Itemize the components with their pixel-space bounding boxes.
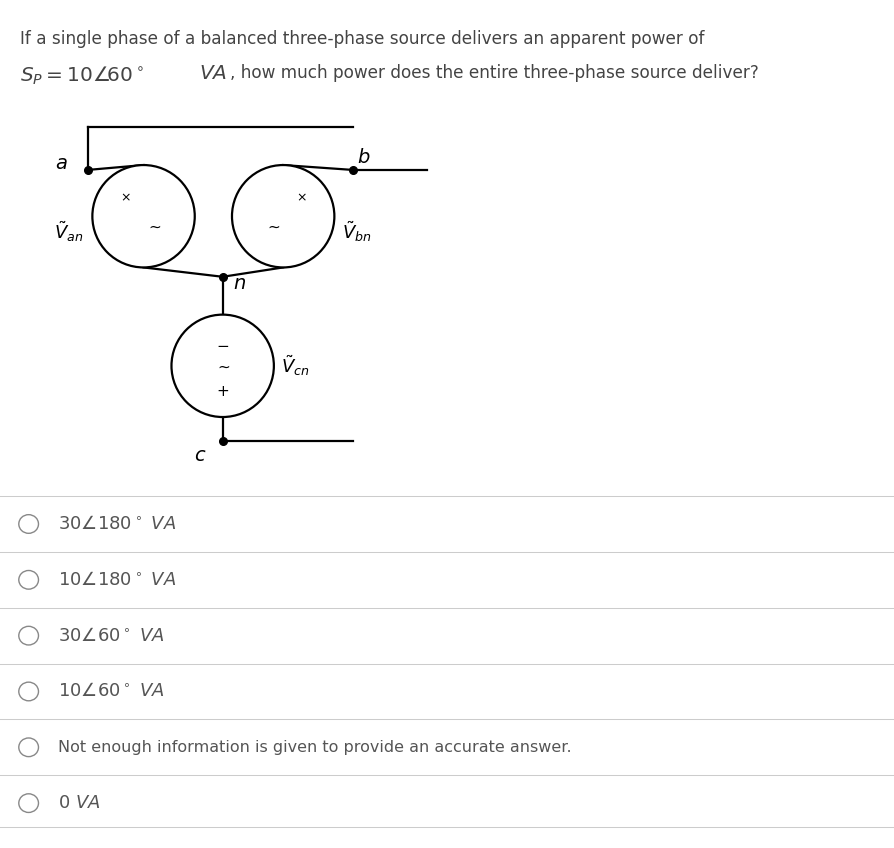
- Text: $\sim$: $\sim$: [265, 219, 281, 234]
- Text: $10\angle 60^\circ\ \mathit{VA}$: $10\angle 60^\circ\ \mathit{VA}$: [58, 683, 164, 700]
- Text: $\tilde{V}_{cn}$: $\tilde{V}_{cn}$: [281, 354, 309, 378]
- Text: $n$: $n$: [233, 274, 246, 293]
- Text: $30\angle 60^\circ\ \mathit{VA}$: $30\angle 60^\circ\ \mathit{VA}$: [58, 627, 164, 644]
- Text: $S_P = 10\angle\!60^\circ$: $S_P = 10\angle\!60^\circ$: [20, 64, 144, 86]
- Text: If a single phase of a balanced three-phase source delivers an apparent power of: If a single phase of a balanced three-ph…: [20, 30, 704, 47]
- Text: $\sim$: $\sim$: [146, 219, 162, 234]
- Circle shape: [19, 515, 38, 533]
- Text: , how much power does the entire three-phase source deliver?: , how much power does the entire three-p…: [230, 64, 758, 82]
- Circle shape: [19, 682, 38, 700]
- Text: $-$: $-$: [215, 337, 229, 352]
- Text: $+$: $+$: [215, 384, 229, 399]
- Text: $\sim$: $\sim$: [215, 359, 231, 373]
- Circle shape: [19, 627, 38, 645]
- Text: $a$: $a$: [55, 153, 68, 173]
- Ellipse shape: [232, 165, 334, 267]
- Circle shape: [19, 794, 38, 812]
- Text: $\tilde{V}_{bn}$: $\tilde{V}_{bn}$: [342, 220, 371, 244]
- Circle shape: [19, 571, 38, 589]
- Text: $\tilde{V}_{an}$: $\tilde{V}_{an}$: [54, 220, 83, 244]
- Text: $c$: $c$: [194, 446, 207, 466]
- Text: $\times$: $\times$: [295, 192, 306, 205]
- Text: $0\ \mathit{VA}$: $0\ \mathit{VA}$: [58, 794, 101, 812]
- Ellipse shape: [172, 315, 274, 417]
- Text: $b$: $b$: [357, 148, 370, 167]
- Ellipse shape: [92, 165, 195, 267]
- Text: Not enough information is given to provide an accurate answer.: Not enough information is given to provi…: [58, 739, 571, 755]
- Text: $\mathit{VA}$: $\mathit{VA}$: [198, 64, 226, 83]
- Text: $\times$: $\times$: [120, 192, 131, 205]
- Text: $30\angle 180^\circ\ \mathit{VA}$: $30\angle 180^\circ\ \mathit{VA}$: [58, 515, 176, 533]
- Text: $10\angle 180^\circ\ \mathit{VA}$: $10\angle 180^\circ\ \mathit{VA}$: [58, 571, 176, 589]
- Circle shape: [19, 738, 38, 756]
